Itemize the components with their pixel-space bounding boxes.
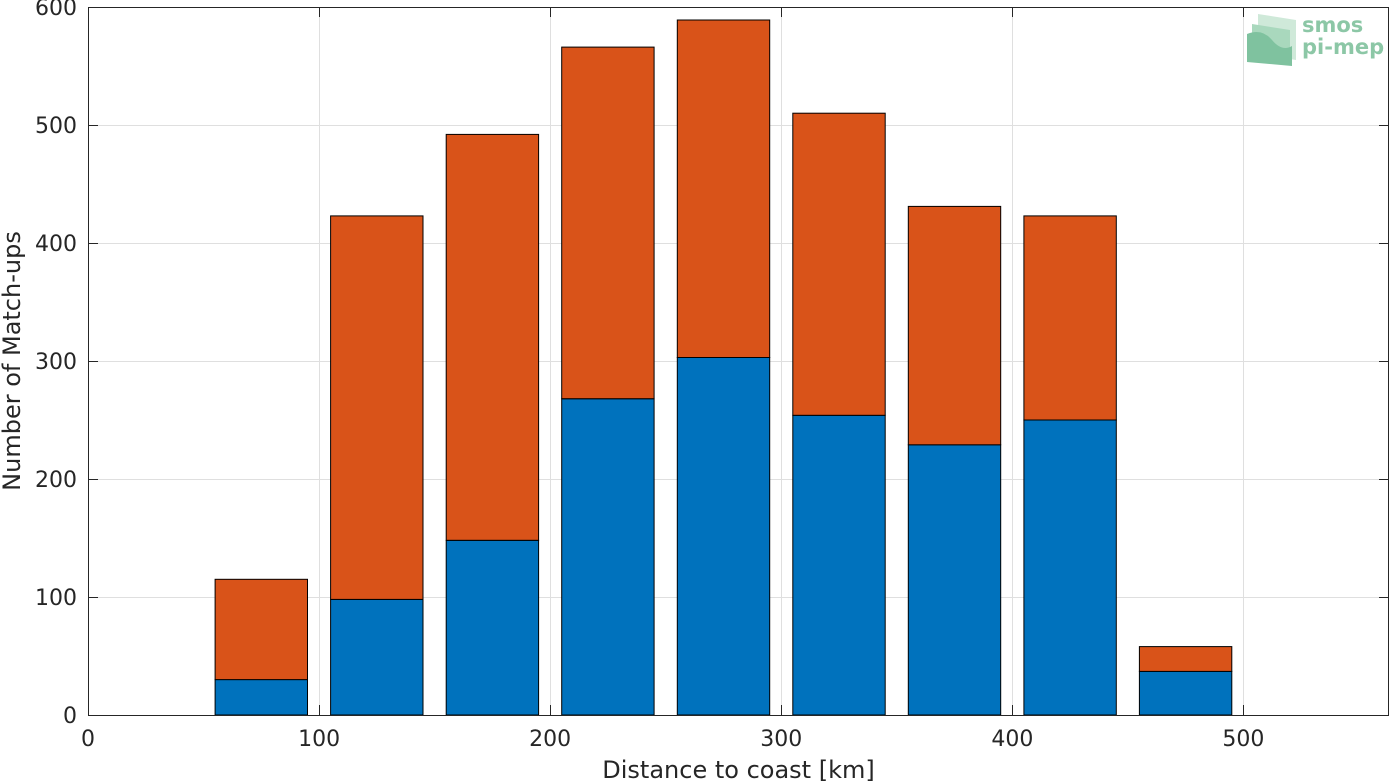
logo-icon — [1247, 14, 1296, 66]
logo-text-line1: smos — [1302, 13, 1363, 37]
x-tick-label: 400 — [991, 727, 1033, 752]
y-tick-label: 100 — [35, 586, 77, 611]
x-tick-label: 500 — [1222, 727, 1264, 752]
bars — [214, 19, 1233, 716]
bar-segment-series2 — [1023, 215, 1117, 421]
bar-segment-series2 — [1138, 646, 1233, 672]
x-tick-label: 0 — [81, 727, 95, 752]
x-tick-label: 100 — [298, 727, 340, 752]
ticks: 0 100 200 300 400 500 0 100 200 300 400 500 600 — [35, 0, 1389, 752]
bar-segment-series1 — [330, 598, 424, 716]
bar-segment-series1 — [1138, 670, 1233, 716]
bar-segment-series2 — [907, 205, 1002, 446]
y-tick-label: 600 — [35, 0, 77, 21]
x-tick-label: 300 — [760, 727, 802, 752]
y-tick-label: 500 — [35, 114, 77, 139]
bar-segment-series2 — [676, 19, 771, 358]
y-tick-label: 400 — [35, 232, 77, 257]
y-tick-label: 200 — [35, 468, 77, 493]
bar-segment-series1 — [561, 398, 655, 716]
y-axis-label: Number of Match-ups — [0, 231, 26, 491]
bar-segment-series1 — [445, 539, 540, 716]
bar-segment-series2 — [792, 112, 886, 416]
bar-segment-series1 — [792, 414, 886, 716]
y-tick-label: 300 — [35, 350, 77, 375]
x-axis-label: Distance to coast [km] — [602, 756, 874, 783]
bar-segment-series2 — [330, 215, 424, 600]
bar-segment-series1 — [907, 444, 1002, 716]
logo-text-line2: pi-mep — [1302, 35, 1384, 59]
bar-segment-series1 — [214, 679, 309, 716]
smos-pimep-logo: smos pi-mep — [1247, 13, 1384, 66]
bar-segment-series1 — [1023, 419, 1117, 716]
bar-segment-series2 — [214, 578, 309, 681]
bar-segment-series1 — [676, 357, 771, 716]
bar-segment-series2 — [561, 46, 655, 400]
x-tick-label: 200 — [529, 727, 571, 752]
y-tick-label: 0 — [63, 704, 77, 729]
bar-segment-series2 — [445, 133, 540, 541]
